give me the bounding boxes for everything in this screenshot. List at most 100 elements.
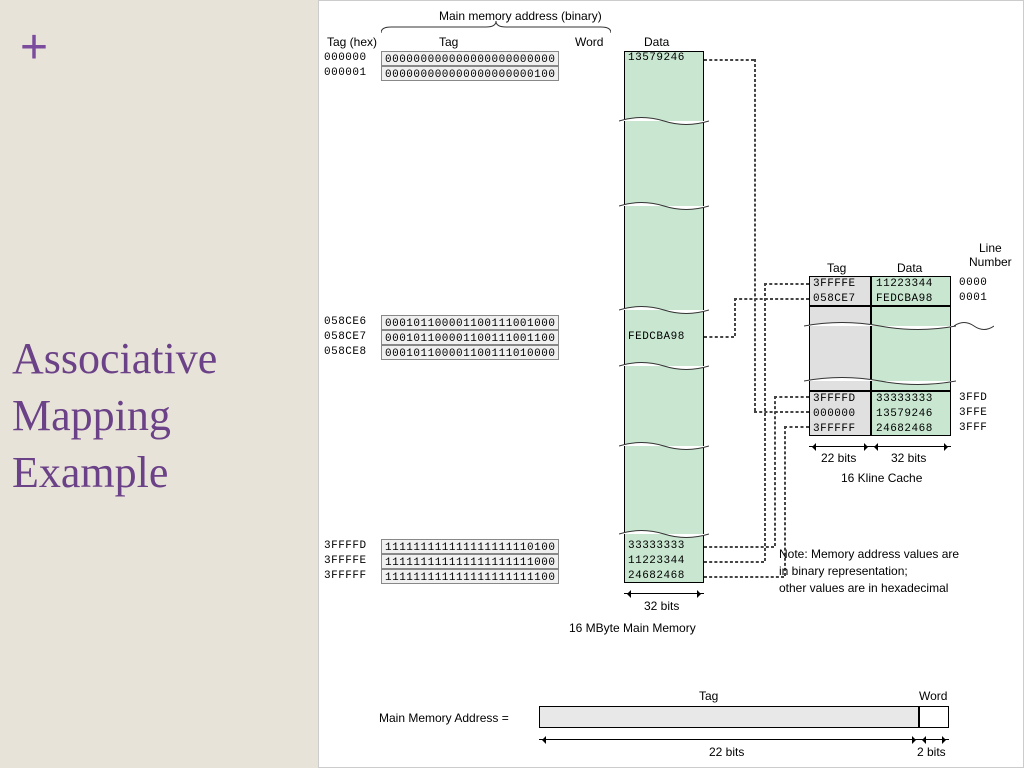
addr-tag-label: Tag (699, 689, 718, 703)
header-tag-hex: Tag (hex) (327, 35, 377, 49)
bin-group: 000000000000000000000000 000000000000000… (381, 51, 559, 81)
data-val: 11223344 (628, 554, 685, 569)
tag-hex: 058CE6 (324, 315, 367, 330)
connector (764, 283, 809, 285)
break-mark (804, 321, 956, 331)
tag-hex: 3FFFFF (324, 569, 367, 584)
cache-line: 3FFD (959, 391, 987, 406)
tag-hex: 058CE8 (324, 345, 367, 360)
diagram-panel: Main memory address (binary) Tag (hex) T… (318, 0, 1024, 768)
break-mark (619, 201, 709, 211)
bin-addr: 111111111111111111110100 (381, 539, 559, 554)
width-arrow (624, 593, 704, 594)
connector (774, 396, 809, 398)
data-val (628, 315, 685, 330)
addr-word-label: Word (919, 689, 947, 703)
connector (784, 426, 809, 428)
tag-hex: 000000 (324, 51, 367, 66)
break-mark (619, 529, 709, 539)
connector (754, 411, 809, 413)
cache-line: 3FFF (959, 421, 987, 436)
bits-label: 22 bits (709, 745, 744, 759)
connector (704, 59, 754, 61)
bin-addr: 000101100001100111001000 (381, 315, 559, 330)
cache-data-col: 33333333 13579246 24682468 (871, 391, 951, 436)
bits-label: 32 bits (644, 599, 679, 613)
cache-data-header: Data (897, 261, 922, 275)
bits-label: 2 bits (917, 745, 946, 759)
cache-line: 3FFE (959, 406, 987, 421)
connector (704, 336, 734, 338)
tag-hex: 3FFFFE (324, 554, 367, 569)
data-group: 33333333 11223344 24682468 (628, 539, 685, 584)
slide-title: Associative Mapping Example (12, 330, 217, 502)
break-mark (619, 116, 709, 126)
data-val: 24682468 (628, 569, 685, 584)
width-arrow (539, 739, 919, 740)
title-line: Example (12, 444, 217, 501)
cache-tag: 3FFFFF (813, 422, 870, 437)
cache-tag: 3FFFFD (813, 392, 870, 407)
brace-icon (381, 21, 611, 35)
connector (734, 298, 809, 300)
connector (754, 59, 756, 411)
cache-data: 33333333 (876, 392, 950, 407)
data-val (628, 66, 685, 81)
tag-hex-group: 000000 000001 (324, 51, 367, 81)
data-val: 33333333 (628, 539, 685, 554)
data-val: 13579246 (628, 51, 685, 66)
cache-tag-col: 3FFFFD 000000 3FFFFF (809, 391, 871, 436)
tag-hex: 000001 (324, 66, 367, 81)
bits-label: 32 bits (891, 451, 926, 465)
cache-line: 0001 (959, 291, 987, 306)
break-mark (954, 321, 994, 331)
data-val: FEDCBA98 (628, 330, 685, 345)
break-mark (619, 361, 709, 371)
connector (774, 396, 776, 546)
title-line: Associative (12, 330, 217, 387)
left-panel: + Associative Mapping Example (0, 0, 318, 768)
cache-data: 11223344 (876, 277, 950, 292)
cache-line-col: 3FFD 3FFE 3FFF (959, 391, 987, 436)
cache-line: 0000 (959, 276, 987, 291)
header-data: Data (644, 35, 669, 49)
cache-tag-col: 3FFFFE 058CE7 (809, 276, 871, 306)
data-group: 13579246 (628, 51, 685, 81)
connector (734, 298, 736, 336)
break-mark (804, 376, 956, 386)
break-mark (619, 441, 709, 451)
tag-hex-group: 3FFFFD 3FFFFE 3FFFFF (324, 539, 367, 584)
bin-addr: 000101100001100111010000 (381, 345, 559, 360)
bin-addr: 000101100001100111001100 (381, 330, 559, 345)
tag-hex: 058CE7 (324, 330, 367, 345)
bin-group: 111111111111111111110100 111111111111111… (381, 539, 559, 584)
bin-group: 000101100001100111001000 000101100001100… (381, 315, 559, 360)
connector (704, 576, 784, 578)
bits-label: 22 bits (821, 451, 856, 465)
bin-addr: 000000000000000000000000 (381, 51, 559, 66)
addr-tag-segment (539, 706, 919, 728)
data-val (628, 345, 685, 360)
header-tag: Tag (439, 35, 458, 49)
plus-icon: + (20, 20, 48, 75)
cache-data-col: 11223344 FEDCBA98 (871, 276, 951, 306)
bin-addr: 111111111111111111111000 (381, 554, 559, 569)
cache-tag: 058CE7 (813, 292, 870, 307)
cache-tag: 3FFFFE (813, 277, 870, 292)
header-word: Word (575, 35, 603, 49)
main-mem-caption: 16 MByte Main Memory (569, 621, 696, 635)
connector (764, 283, 766, 561)
cache-data: 13579246 (876, 407, 950, 422)
connector (704, 561, 764, 563)
cache-data: FEDCBA98 (876, 292, 950, 307)
break-mark (619, 305, 709, 315)
note-text: Note: Memory address values are in binar… (779, 546, 959, 596)
tag-hex: 3FFFFD (324, 539, 367, 554)
data-group: FEDCBA98 (628, 315, 685, 360)
cache-tag: 000000 (813, 407, 870, 422)
tag-hex-group: 058CE6 058CE7 058CE8 (324, 315, 367, 360)
bin-addr: 111111111111111111111100 (381, 569, 559, 584)
bin-addr: 000000000000000000000100 (381, 66, 559, 81)
cache-line-header: Line Number (969, 241, 1012, 269)
cache-line-col: 0000 0001 (959, 276, 987, 306)
